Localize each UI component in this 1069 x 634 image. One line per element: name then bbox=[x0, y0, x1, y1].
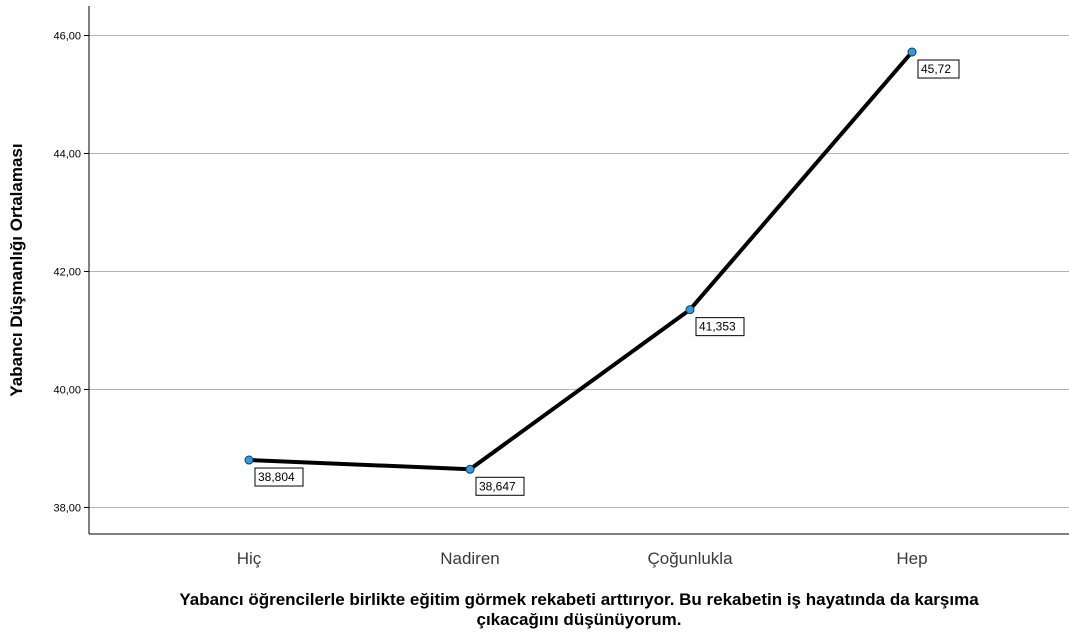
y-tick-label: 44,00 bbox=[53, 148, 81, 160]
y-ticks: 38,00 40,00 42,00 44,00 46,00 bbox=[53, 30, 89, 514]
data-labels: 38,804 38,647 41,353 45,72 bbox=[254, 59, 960, 496]
data-point bbox=[244, 455, 254, 465]
axes bbox=[88, 6, 1069, 535]
x-ticks: Hiç Nadiren Çoğunlukla Hep bbox=[237, 549, 928, 568]
series-group bbox=[244, 47, 917, 474]
data-point bbox=[907, 47, 917, 57]
data-label: 38,647 bbox=[479, 479, 516, 493]
x-tick-label: Hep bbox=[896, 549, 927, 568]
x-tick-label: Hiç bbox=[237, 549, 262, 568]
y-tick-label: 46,00 bbox=[53, 30, 81, 42]
data-label: 41,353 bbox=[699, 320, 736, 334]
x-axis-title-line-1: Yabancı öğrencilerle birlikte eğitim gör… bbox=[179, 590, 979, 609]
x-tick-label: Çoğunlukla bbox=[647, 549, 733, 568]
y-tick-label: 38,00 bbox=[53, 502, 81, 514]
y-tick-label: 42,00 bbox=[53, 266, 81, 278]
data-label: 38,804 bbox=[258, 470, 295, 484]
y-tick-label: 40,00 bbox=[53, 384, 81, 396]
data-label: 45,72 bbox=[921, 62, 951, 76]
series-line bbox=[248, 50, 914, 472]
data-point bbox=[465, 464, 475, 474]
data-label-box bbox=[254, 467, 304, 487]
grid-lines bbox=[89, 34, 1069, 508]
x-tick-label: Nadiren bbox=[440, 549, 500, 568]
data-label-box bbox=[917, 59, 960, 79]
x-axis-title-line-2: çıkacağını düşünüyorum. bbox=[477, 610, 682, 629]
data-label-box bbox=[475, 476, 525, 496]
y-axis-title: Yabancı Düşmanlığı Ortalaması bbox=[7, 143, 26, 396]
data-point bbox=[685, 305, 695, 315]
data-label-box bbox=[695, 317, 745, 337]
